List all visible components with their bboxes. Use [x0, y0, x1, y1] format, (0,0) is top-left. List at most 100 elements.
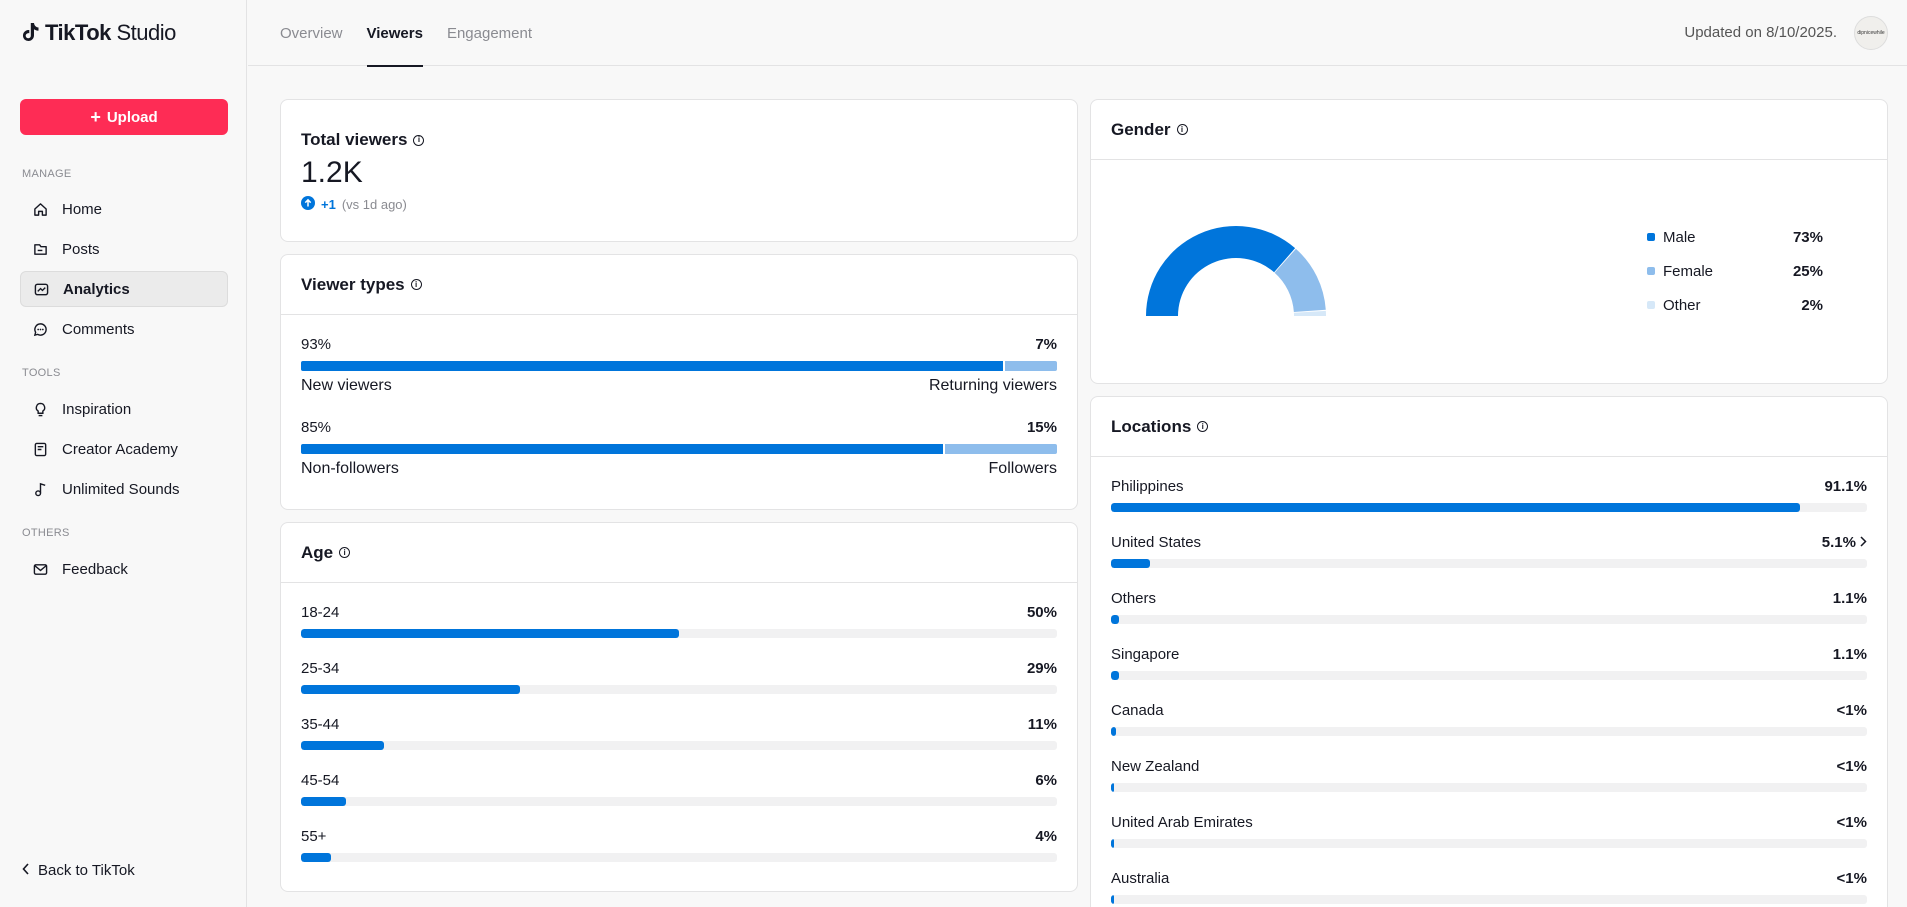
viewer-type-row-new: 93% 7% New viewers Returning viewers: [301, 336, 1057, 395]
bar-fill: [1111, 839, 1115, 848]
back-to-tiktok-link[interactable]: Back to TikTok: [22, 862, 135, 879]
music-note-icon: [32, 481, 48, 497]
bar-fill: [301, 797, 347, 806]
location-pct: <1%: [1836, 870, 1867, 887]
sidebar-item-inspiration[interactable]: Inspiration: [20, 391, 228, 427]
legend-item-male: Male 73%: [1647, 220, 1823, 254]
bar-track: [301, 685, 1057, 694]
age-row-pct: 4%: [1035, 828, 1057, 845]
bar-track: [1111, 615, 1867, 624]
location-label: Others: [1111, 590, 1157, 607]
tab-viewers[interactable]: Viewers: [366, 0, 424, 67]
location-pct: 5.1%: [1821, 534, 1856, 551]
left-pct: 93%: [301, 336, 332, 353]
split-bar-primary: [301, 361, 1004, 371]
legend-swatch: [1647, 301, 1655, 309]
logo-main-text: TikTok: [45, 20, 111, 45]
viewer-type-row-followers: 85% 15% Non-followers Followers: [301, 419, 1057, 478]
location-label: Singapore: [1111, 646, 1180, 663]
section-label-manage: MANAGE: [22, 168, 72, 180]
legend-item-female: Female 25%: [1647, 254, 1823, 288]
age-row-label: 35-44: [301, 716, 340, 733]
bar-fill: [301, 741, 385, 750]
location-row[interactable]: United States 5.1%: [1111, 534, 1867, 568]
bar-track: [1111, 727, 1867, 736]
sidebar-item-label: Home: [62, 200, 103, 218]
locations-title: Locations: [1111, 416, 1192, 436]
left-pct: 85%: [301, 419, 332, 436]
info-icon[interactable]: i: [1197, 421, 1209, 432]
bar-track: [301, 797, 1057, 806]
sidebar-item-posts[interactable]: Posts: [20, 231, 228, 267]
gender-donut-chart: [1146, 226, 1326, 316]
bar-fill: [1111, 503, 1800, 512]
gender-slice-male: [1146, 226, 1296, 316]
bar-fill: [1111, 671, 1120, 680]
location-pct: 1.1%: [1832, 646, 1867, 663]
split-bar-primary: [301, 444, 943, 454]
left-label: Non-followers: [301, 460, 399, 477]
sidebar-item-label: Posts: [62, 240, 100, 258]
sidebar-item-label: Inspiration: [62, 400, 132, 418]
sidebar-item-unlimited-sounds[interactable]: Unlimited Sounds: [20, 471, 228, 507]
location-row: Canada <1%: [1111, 702, 1867, 736]
legend-value: 2%: [1801, 296, 1823, 314]
lightbulb-icon: [32, 401, 48, 417]
age-row-pct: 11%: [1027, 716, 1057, 733]
location-label: United States: [1111, 534, 1202, 551]
split-bar-secondary: [1005, 361, 1057, 371]
location-pct: <1%: [1836, 702, 1867, 719]
info-icon[interactable]: i: [339, 547, 351, 558]
split-bar: [301, 361, 1057, 371]
updated-timestamp: Updated on 8/10/2025.: [1684, 24, 1837, 41]
sidebar-item-label: Feedback: [62, 560, 128, 578]
info-icon[interactable]: i: [1176, 124, 1188, 135]
tab-engagement[interactable]: Engagement: [446, 24, 533, 42]
gender-card: Gender i: [1090, 99, 1888, 384]
age-row: 18-24 50%: [301, 604, 1057, 638]
legend-label: Female: [1663, 262, 1714, 280]
avatar-text: dipnicewhile: [1857, 30, 1885, 36]
top-bar: Overview Viewers Engagement Updated on 8…: [248, 0, 1907, 67]
sidebar-item-creator-academy[interactable]: Creator Academy: [20, 431, 228, 467]
sidebar-item-label: Unlimited Sounds: [62, 480, 180, 498]
info-icon[interactable]: i: [410, 279, 422, 290]
location-label: Canada: [1111, 702, 1164, 719]
total-viewers-change-note: (vs 1d ago): [341, 197, 407, 212]
location-row: United Arab Emirates <1%: [1111, 814, 1867, 848]
bar-track: [1111, 839, 1867, 848]
avatar[interactable]: dipnicewhile: [1854, 16, 1888, 50]
legend-label: Male: [1663, 228, 1696, 246]
location-label: New Zealand: [1111, 758, 1200, 775]
bar-fill: [1111, 727, 1116, 736]
age-row: 25-34 29%: [301, 660, 1057, 694]
location-row: Others 1.1%: [1111, 590, 1867, 624]
bar-fill: [301, 853, 332, 862]
posts-icon: [32, 241, 48, 257]
legend-value: 25%: [1792, 262, 1823, 280]
mail-icon: [32, 561, 48, 577]
bar-track: [1111, 895, 1867, 904]
location-label: Philippines: [1111, 478, 1184, 495]
split-bar-secondary: [944, 444, 1057, 454]
sidebar: TikTok Studio + Upload MANAGE Home Posts…: [0, 0, 247, 907]
tab-overview[interactable]: Overview: [280, 24, 343, 42]
sidebar-item-comments[interactable]: Comments: [20, 311, 228, 347]
gender-legend: Male 73% Female 25% Other 2%: [1647, 220, 1823, 322]
right-label: Followers: [988, 460, 1057, 477]
sidebar-item-label: Comments: [62, 320, 135, 338]
age-row: 35-44 11%: [301, 716, 1057, 750]
upload-button[interactable]: + Upload: [20, 99, 228, 135]
tiktok-studio-logo[interactable]: TikTok Studio: [21, 18, 176, 48]
sidebar-item-analytics[interactable]: Analytics: [20, 271, 228, 307]
home-icon: [32, 201, 48, 217]
location-pct: 91.1%: [1824, 478, 1867, 495]
info-icon[interactable]: i: [413, 134, 425, 146]
gender-slice-female: [1274, 248, 1326, 313]
sidebar-item-home[interactable]: Home: [20, 191, 228, 227]
locations-card: Locations i Philippines 91.1% United State…: [1090, 396, 1888, 907]
sidebar-item-feedback[interactable]: Feedback: [20, 551, 228, 587]
viewer-types-title: Viewer types: [301, 274, 405, 294]
comments-icon: [32, 321, 48, 337]
right-label: Returning viewers: [928, 377, 1057, 394]
